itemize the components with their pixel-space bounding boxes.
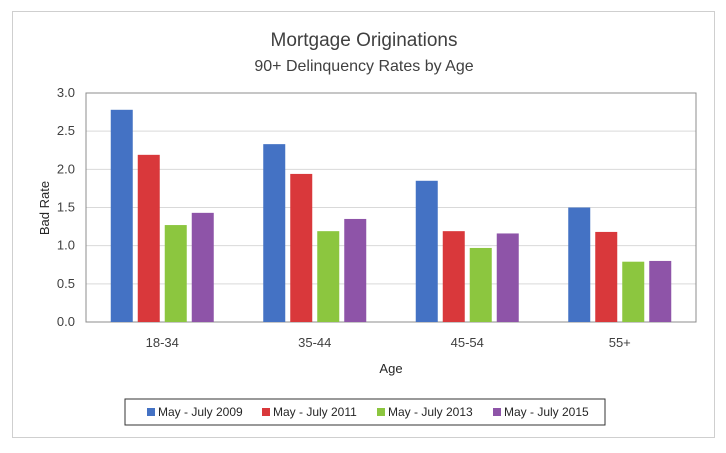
bar xyxy=(470,248,492,322)
y-tick-label: 2.5 xyxy=(57,123,75,138)
legend-swatch xyxy=(377,408,385,416)
x-tick-label: 18-34 xyxy=(146,335,179,350)
chart-subtitle: 90+ Delinquency Rates by Age xyxy=(254,58,473,75)
bar xyxy=(595,232,617,322)
legend-swatch xyxy=(262,408,270,416)
bar xyxy=(497,233,519,322)
bar xyxy=(290,174,312,322)
legend-label: May - July 2015 xyxy=(504,405,589,419)
bar xyxy=(416,181,438,322)
x-tick-label: 45-54 xyxy=(451,335,484,350)
x-tick-label: 35-44 xyxy=(298,335,331,350)
x-tick-label: 55+ xyxy=(609,335,631,350)
legend-label: May - July 2013 xyxy=(388,405,473,419)
legend-label: May - July 2009 xyxy=(158,405,243,419)
y-tick-label: 3.0 xyxy=(57,85,75,100)
y-tick-label: 2.0 xyxy=(57,161,75,176)
bar xyxy=(344,219,366,322)
x-axis-ticks: 18-34 35-44 45-54 55+ xyxy=(146,335,631,350)
bar xyxy=(111,110,133,322)
bars xyxy=(111,110,672,322)
bar xyxy=(443,231,465,322)
y-axis-label: Bad Rate xyxy=(37,181,52,235)
y-tick-label: 1.5 xyxy=(57,200,75,215)
bar xyxy=(263,144,285,322)
bar xyxy=(649,261,671,322)
bar xyxy=(622,262,644,322)
bar xyxy=(165,225,187,322)
bar xyxy=(317,231,339,322)
chart-title: Mortgage Originations xyxy=(271,30,458,51)
bar xyxy=(568,208,590,323)
x-axis-label: Age xyxy=(379,361,402,376)
legend-swatch xyxy=(147,408,155,416)
legend-label: May - July 2011 xyxy=(273,405,357,419)
y-tick-label: 0.0 xyxy=(57,314,75,329)
y-tick-label: 1.0 xyxy=(57,238,75,253)
legend-swatch xyxy=(493,408,501,416)
y-tick-label: 0.5 xyxy=(57,276,75,291)
y-axis-ticks: 0.0 0.5 1.0 1.5 2.0 2.5 3.0 xyxy=(57,85,75,329)
bar xyxy=(192,213,214,322)
bar xyxy=(138,155,160,322)
chart-svg: Mortgage Originations 90+ Delinquency Ra… xyxy=(0,0,726,453)
